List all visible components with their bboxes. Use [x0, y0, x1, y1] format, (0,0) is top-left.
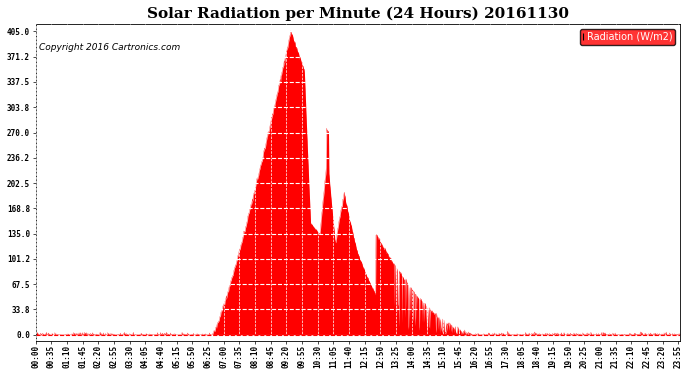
Title: Solar Radiation per Minute (24 Hours) 20161130: Solar Radiation per Minute (24 Hours) 20… [147, 7, 569, 21]
Text: Copyright 2016 Cartronics.com: Copyright 2016 Cartronics.com [39, 43, 180, 52]
Legend: Radiation (W/m2): Radiation (W/m2) [580, 29, 676, 45]
